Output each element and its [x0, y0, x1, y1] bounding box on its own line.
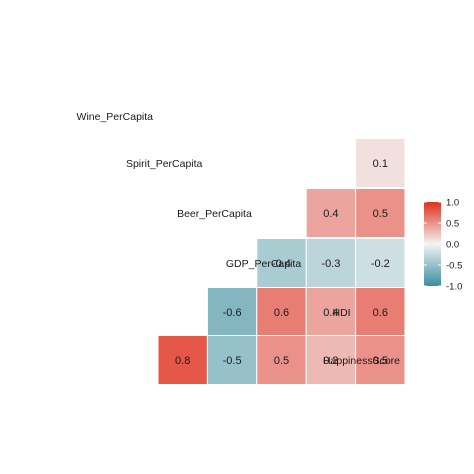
cell-value-label: -0.6	[223, 307, 242, 319]
cell-value-label: 0.4	[323, 208, 338, 220]
heatmap-cell	[305, 188, 357, 238]
cell-value-label: -0.5	[223, 355, 242, 367]
heatmap-cell	[305, 335, 357, 385]
cell-value-label: -0.4	[272, 258, 291, 270]
heatmap-cell	[355, 238, 406, 288]
row-labels: Wine_PerCapita Spirit_PerCapita Beer_PerCa…	[77, 111, 401, 367]
row-label: GDP_PerCapita	[226, 258, 301, 270]
heatmap-cell	[206, 335, 258, 385]
row-label: Beer_PerCapita	[177, 208, 252, 220]
cell-value-label: 0.1	[373, 158, 388, 170]
heatmap-cell	[355, 188, 406, 238]
heatmap-cells: 0.1 0.4 0.5 -0.4 -0.3 -0.2 -0.6 0.6 0.4 0.6 0.8 -0.…	[157, 138, 406, 385]
cell-value-label: 0.5	[373, 355, 388, 367]
row-label: Wine_PerCapita	[77, 111, 154, 123]
legend-tick-label: -1.0	[446, 282, 462, 293]
heatmap-cell	[305, 238, 357, 288]
cell-value-label: 0.5	[373, 208, 388, 220]
legend-tick-label: 0.5	[446, 219, 459, 230]
row-label: HappinessScore	[323, 355, 400, 367]
cell-value-label: 0.4	[323, 307, 338, 319]
heatmap-cell	[206, 287, 258, 337]
heatmap-cell	[355, 138, 406, 188]
legend-tick-label: 0.0	[446, 240, 459, 251]
legend-tick-label: 1.0	[446, 198, 459, 209]
heatmap-cell	[157, 335, 208, 385]
heatmap-cell	[355, 335, 406, 385]
row-label: Spirit_PerCapita	[126, 158, 203, 170]
heatmap-cell	[256, 287, 307, 337]
color-legend: 1.0 0.5 0.0 -0.5 -1.0	[424, 198, 462, 293]
cell-value-label: 0.6	[274, 307, 289, 319]
legend-tick-label: -0.5	[446, 261, 462, 272]
cell-value-label: -0.3	[321, 258, 340, 270]
legend-colorbar	[424, 202, 441, 286]
cell-value-label: 0.8	[175, 355, 190, 367]
cell-value-label: 0.5	[274, 355, 289, 367]
heatmap-cell	[355, 287, 406, 337]
heatmap-cell	[256, 335, 307, 385]
cell-value-label: 0.6	[373, 307, 388, 319]
cell-value-label: 0.3	[323, 355, 338, 367]
cell-value-label: -0.2	[371, 258, 390, 270]
row-label: HDI	[333, 307, 351, 319]
